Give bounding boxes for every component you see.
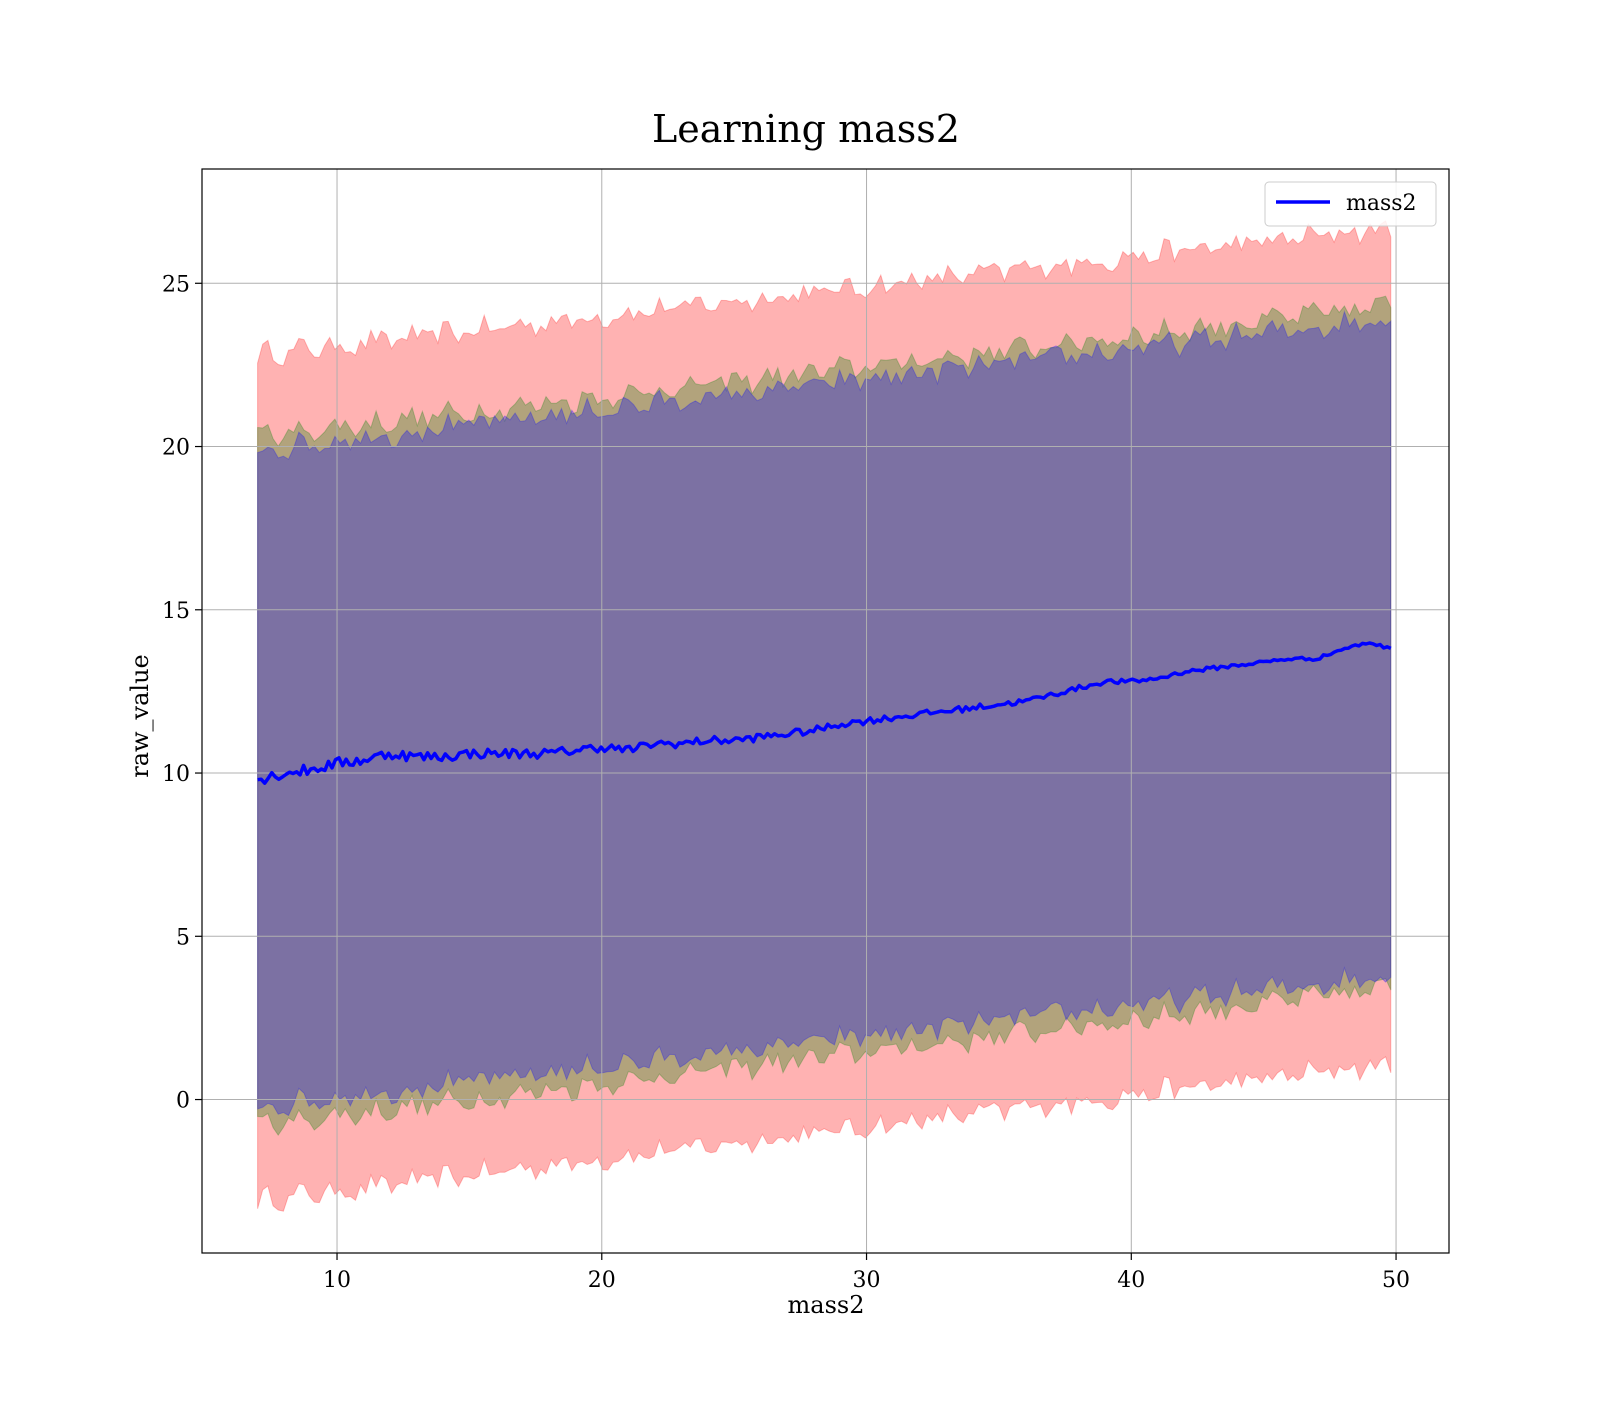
confidence-band-3 (257, 309, 1392, 1117)
series-line-mass2 (257, 641, 1392, 785)
legend-box (1264, 181, 1437, 227)
confidence-band-2 (257, 295, 1392, 1136)
axes-background (202, 169, 1449, 1253)
y-tick-label: 25 (162, 272, 190, 297)
y-axis-label: raw_value (126, 654, 154, 778)
y-tick-label: 5 (176, 925, 190, 950)
x-tick-label: 30 (853, 1268, 881, 1293)
y-tick-label: 0 (176, 1089, 190, 1114)
confidence-band-1 (257, 220, 1392, 1212)
y-tick-label: 10 (162, 762, 190, 787)
y-tick-label: 20 (162, 436, 190, 461)
axes-frame (201, 168, 1450, 1254)
x-tick-label: 20 (588, 1268, 616, 1293)
y-tick-label: 15 (162, 599, 190, 624)
chart-title: Learning mass2 (652, 107, 960, 151)
legend-label: mass2 (1346, 191, 1417, 216)
x-axis-label: mass2 (788, 1291, 865, 1319)
plot-area: 10 20 30 40 50 0 5 10 15 20 25 mass2 (162, 168, 1450, 1293)
x-tick-label: 40 (1117, 1268, 1145, 1293)
x-tick-label: 50 (1382, 1268, 1410, 1293)
x-tick-label: 10 (323, 1268, 351, 1293)
